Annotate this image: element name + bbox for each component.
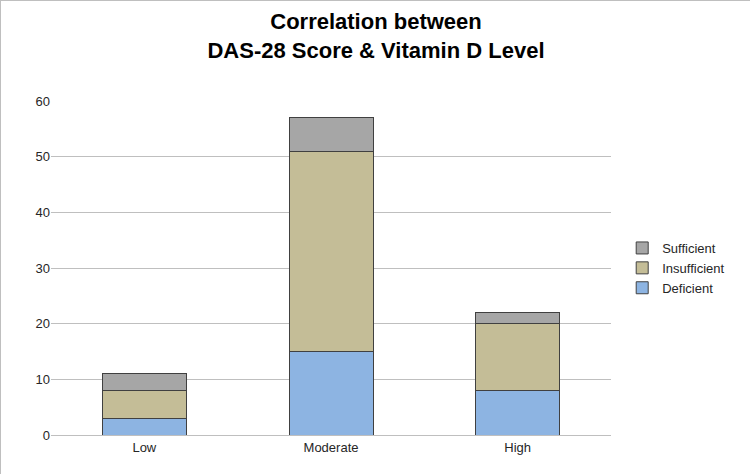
svg-text:Moderate: Moderate [304, 440, 359, 455]
svg-text:Insufficient: Insufficient [662, 261, 724, 276]
svg-text:Deficient: Deficient [662, 281, 713, 296]
svg-text:50: 50 [36, 149, 50, 164]
svg-text:0: 0 [43, 428, 50, 443]
svg-text:Low: Low [132, 440, 156, 455]
svg-text:Correlation betweenDAS-28 Scor: Correlation betweenDAS-28 Score & Vitami… [207, 9, 544, 63]
svg-text:60: 60 [36, 94, 50, 109]
svg-text:30: 30 [36, 261, 50, 276]
svg-text:High: High [504, 440, 531, 455]
svg-text:10: 10 [36, 372, 50, 387]
svg-text:Sufficient: Sufficient [662, 241, 716, 256]
svg-text:40: 40 [36, 205, 50, 220]
svg-text:20: 20 [36, 316, 50, 331]
